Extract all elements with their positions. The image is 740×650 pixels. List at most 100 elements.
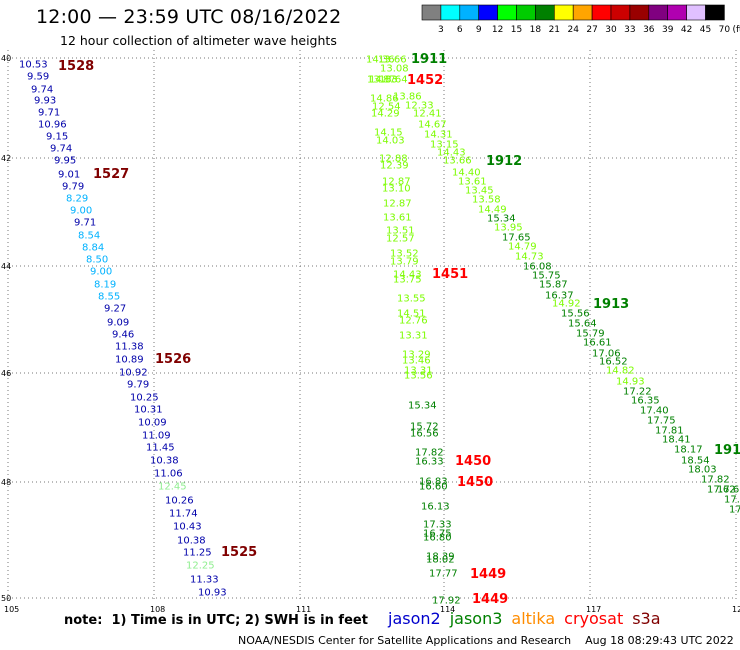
scale-swatch [629, 4, 650, 21]
wave-height-value: 14.31 [424, 130, 453, 141]
wave-height-value: 13.58 [472, 195, 501, 206]
scale-swatch [667, 4, 687, 21]
wave-height-value: 18.39 [426, 552, 455, 563]
legend-item-s3a: s3a [632, 609, 661, 628]
wave-height-value: 15.87 [539, 280, 568, 291]
longitude-label: 105 [4, 605, 19, 614]
wave-height-value: 13.66 [443, 156, 472, 167]
latitude-label: 42 [1, 154, 11, 163]
wave-height-value: 16.33 [415, 457, 444, 468]
wave-height-value: 14.43 [437, 148, 466, 159]
footer-credit: NOAA/NESDIS Center for Satellite Applica… [238, 634, 734, 647]
wave-height-value: 9.15 [46, 132, 68, 143]
wave-height-value: 17.6 [729, 505, 740, 516]
wave-height-value: 18.17 [674, 445, 703, 456]
scale-swatch [553, 4, 574, 21]
wave-height-value: 10.09 [138, 418, 167, 429]
wave-height-value: 10.93 [198, 588, 227, 599]
wave-height-value: 11.25 [183, 548, 212, 559]
wave-height-value: 11.33 [190, 575, 219, 586]
wave-height-value: 8.19 [94, 280, 116, 291]
pass-id-label: 1913 [593, 297, 629, 312]
wave-height-value: 9.79 [62, 182, 84, 193]
wave-height-value: 10.92 [119, 368, 148, 379]
scale-swatch [686, 4, 706, 21]
wave-height-value: 13.29 [402, 350, 431, 361]
wave-height-value: 9.00 [90, 267, 112, 278]
wave-height-value: 9.74 [50, 144, 72, 155]
wave-height-value: 14.93 [616, 377, 645, 388]
pass-id-label: 1527 [93, 167, 129, 182]
wave-height-value: 10.96 [38, 120, 67, 131]
wave-height-value: 13.75 [393, 275, 422, 286]
wave-height-value: 18.03 [688, 465, 717, 476]
wave-height-value: 14.67 [418, 120, 447, 131]
scale-label: 39 [662, 25, 674, 35]
wave-height-value: 9.79 [127, 380, 149, 391]
wave-height-value: 14.51 [397, 309, 426, 320]
wave-height-value: 14.15 [374, 128, 403, 139]
wave-height-value: 12.45 [158, 482, 187, 493]
wave-height-value: 14.73 [515, 252, 544, 263]
wave-height-value: 8.55 [98, 292, 120, 303]
scale-label: 12 [492, 25, 503, 35]
wave-height-value: 13.45 [465, 186, 494, 197]
wave-height-value: 17.82 [415, 448, 444, 459]
wave-height-value: 12.88 [379, 154, 408, 165]
wave-height-value: 11.09 [142, 431, 171, 442]
wave-height-value: 18.54 [681, 456, 710, 467]
wave-height-value: 13.31 [404, 366, 433, 377]
wave-height-value: 9.01 [58, 170, 80, 181]
wave-height-value: 13.87 [367, 75, 396, 86]
wave-height-value: 13.15 [430, 140, 459, 151]
longitude-labels: 105 108 111 114 117 120 [4, 605, 740, 614]
wave-height-value: 16.56 [410, 429, 439, 440]
scale-swatch [648, 4, 668, 21]
wave-height-value: 13.55 [397, 294, 426, 305]
wave-height-value: 9.71 [38, 108, 60, 119]
latitude-label: 40 [1, 54, 11, 63]
wave-height-value: 10.53 [19, 60, 48, 71]
scale-swatch [535, 4, 555, 21]
wave-height-value: 13.46 [402, 356, 431, 367]
scale-label: 21 [549, 25, 560, 35]
wave-height-value: 15.34 [408, 401, 437, 412]
wave-height-value: 17.06 [592, 349, 621, 360]
wave-height-value: 14.92 [552, 299, 581, 310]
pass-id-label: 1449 [472, 592, 508, 607]
wave-height-value: 12.25 [186, 561, 215, 572]
wave-height-value: 16.75 [423, 529, 452, 540]
wave-height-value: 9.74 [31, 85, 53, 96]
scale-label: 70 [719, 25, 731, 35]
wave-height-value: 13.08 [380, 64, 409, 75]
wave-height-value: 12.33 [405, 101, 434, 112]
longitude-label: 117 [586, 605, 601, 614]
latitude-label: 50 [1, 594, 11, 603]
wave-height-value: 13.64 [379, 75, 408, 86]
wave-height-value: 14.36 [366, 55, 395, 66]
wave-height-value: 16.52 [599, 357, 628, 368]
scale-label: 42 [681, 25, 692, 35]
wave-height-value: 16.37 [545, 291, 574, 302]
wave-height-value: 14.82 [606, 366, 635, 377]
wave-height-values: 10.539.599.749.939.7110.969.159.749.959.… [19, 55, 740, 607]
wave-height-value: 9.27 [104, 304, 126, 315]
wave-height-value: 16.08 [523, 262, 552, 273]
scale-label: 33 [624, 25, 635, 35]
wave-height-value: 9.09 [107, 318, 129, 329]
wave-height-value: 13.86 [393, 92, 422, 103]
longitude-label: 108 [150, 605, 165, 614]
wave-height-value: 17.75 [647, 416, 676, 427]
legend-item-altika: altika [511, 609, 556, 628]
note-text: note: 1) Time is in UTC; 2) SWH is in fe… [64, 613, 368, 628]
wave-height-value: 16.13 [421, 502, 450, 513]
wave-height-value: 17.63 [717, 485, 740, 496]
wave-height-value: 9.95 [54, 156, 76, 167]
wave-height-value: 14.86 [370, 94, 399, 105]
wave-height-value: 17.77 [429, 569, 458, 580]
wave-height-value: 12.57 [386, 234, 415, 245]
wave-height-value: 17.40 [640, 406, 669, 417]
wave-height-value: 10.38 [150, 456, 179, 467]
wave-height-value: 9.46 [112, 330, 134, 341]
longitude-label: 120 [732, 605, 740, 614]
